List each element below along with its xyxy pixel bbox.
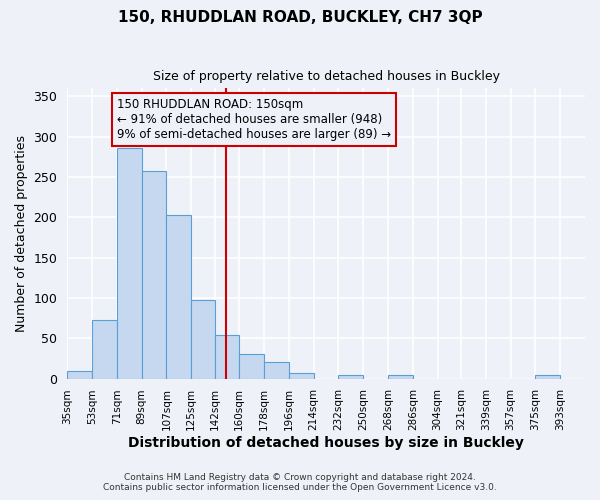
Bar [289, 373, 314, 378]
Bar [338, 374, 363, 378]
Text: 150, RHUDDLAN ROAD, BUCKLEY, CH7 3QP: 150, RHUDDLAN ROAD, BUCKLEY, CH7 3QP [118, 10, 482, 25]
Title: Size of property relative to detached houses in Buckley: Size of property relative to detached ho… [152, 70, 500, 83]
Bar [166, 215, 191, 378]
Bar [215, 335, 239, 378]
Bar [117, 148, 142, 378]
Bar [142, 170, 166, 378]
Bar [67, 372, 92, 378]
X-axis label: Distribution of detached houses by size in Buckley: Distribution of detached houses by size … [128, 436, 524, 450]
Bar [239, 354, 264, 378]
Bar [388, 376, 413, 378]
Bar [264, 362, 289, 378]
Bar [535, 376, 560, 378]
Y-axis label: Number of detached properties: Number of detached properties [15, 135, 28, 332]
Text: Contains HM Land Registry data © Crown copyright and database right 2024.
Contai: Contains HM Land Registry data © Crown c… [103, 473, 497, 492]
Bar [92, 320, 117, 378]
Bar [191, 300, 215, 378]
Text: 150 RHUDDLAN ROAD: 150sqm
← 91% of detached houses are smaller (948)
9% of semi-: 150 RHUDDLAN ROAD: 150sqm ← 91% of detac… [117, 98, 391, 141]
